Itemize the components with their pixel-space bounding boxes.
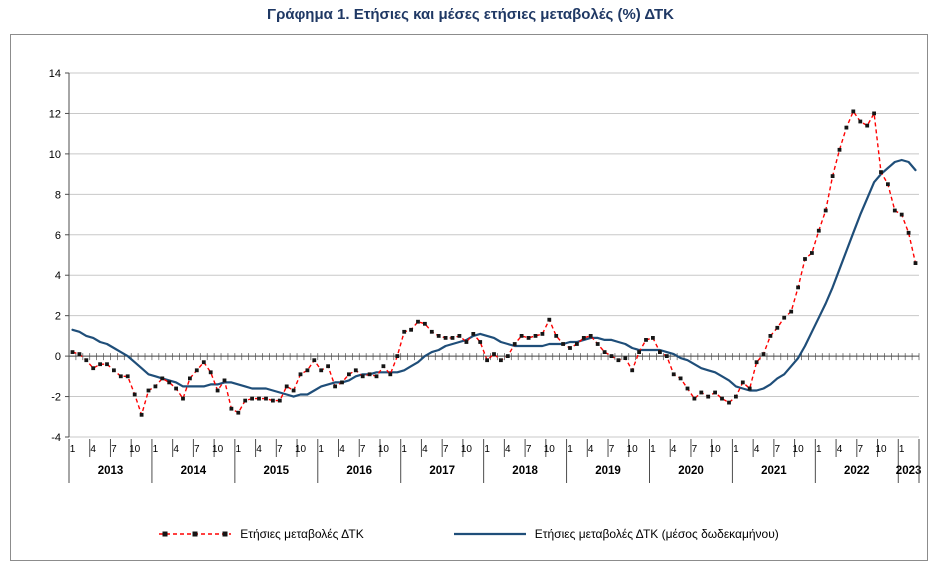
svg-text:1: 1 xyxy=(236,444,242,455)
svg-text:14: 14 xyxy=(49,68,61,80)
svg-text:4: 4 xyxy=(671,444,677,455)
annual-series-line-icon xyxy=(159,531,232,537)
svg-text:10: 10 xyxy=(710,444,722,455)
svg-text:4: 4 xyxy=(256,444,262,455)
svg-text:2022: 2022 xyxy=(844,465,870,477)
svg-text:-2: -2 xyxy=(51,392,61,404)
svg-text:4: 4 xyxy=(505,444,511,455)
svg-text:1: 1 xyxy=(816,444,822,455)
svg-text:10: 10 xyxy=(129,444,141,455)
svg-text:7: 7 xyxy=(692,444,698,455)
svg-text:4: 4 xyxy=(754,444,760,455)
chart-title: Γράφημα 1. Ετήσιες και μέσες ετήσιες μετ… xyxy=(267,6,674,23)
legend-annual-label: Ετήσιες μεταβολές ΔΤΚ xyxy=(240,527,364,541)
svg-text:4: 4 xyxy=(55,270,61,282)
svg-text:2015: 2015 xyxy=(264,465,290,477)
average-series xyxy=(71,158,917,398)
svg-text:12: 12 xyxy=(49,108,61,120)
svg-text:7: 7 xyxy=(775,444,781,455)
svg-text:2023: 2023 xyxy=(896,465,922,477)
legend-item-average: Ετήσιες μεταβολές ΔΤΚ (μέσος δωδεκαμήνου… xyxy=(453,527,779,541)
svg-text:4: 4 xyxy=(422,444,428,455)
svg-text:10: 10 xyxy=(378,444,390,455)
annual-series xyxy=(70,109,918,417)
legend-average-label: Ετήσιες μεταβολές ΔΤΚ (μέσος δωδεκαμήνου… xyxy=(534,527,779,541)
svg-text:8: 8 xyxy=(55,189,61,201)
svg-text:10: 10 xyxy=(49,149,61,161)
svg-text:7: 7 xyxy=(858,444,864,455)
svg-text:7: 7 xyxy=(111,444,117,455)
svg-text:4: 4 xyxy=(588,444,594,455)
svg-text:4: 4 xyxy=(173,444,179,455)
svg-text:7: 7 xyxy=(194,444,200,455)
svg-text:1: 1 xyxy=(401,444,407,455)
svg-text:10: 10 xyxy=(212,444,224,455)
svg-text:2020: 2020 xyxy=(678,465,704,477)
svg-text:1: 1 xyxy=(733,444,739,455)
svg-text:2021: 2021 xyxy=(761,465,787,477)
svg-text:2018: 2018 xyxy=(512,465,538,477)
svg-text:1: 1 xyxy=(650,444,656,455)
svg-text:7: 7 xyxy=(277,444,283,455)
svg-text:6: 6 xyxy=(55,230,61,242)
svg-text:1: 1 xyxy=(484,444,490,455)
svg-text:2017: 2017 xyxy=(429,465,455,477)
svg-text:1: 1 xyxy=(70,444,76,455)
svg-text:10: 10 xyxy=(627,444,639,455)
svg-text:7: 7 xyxy=(609,444,615,455)
svg-text:7: 7 xyxy=(443,444,449,455)
legend: Ετήσιες μεταβολές ΔΤΚ Ετήσιες μεταβολές … xyxy=(11,527,927,541)
svg-text:10: 10 xyxy=(793,444,805,455)
svg-text:2016: 2016 xyxy=(346,465,372,477)
chart-box: -4 -2 0 2 4 6 8 10 12 14 1 4 7 10 2013 1 4 7 10 2014 1 4 7 10 20… xyxy=(10,34,928,561)
svg-text:2: 2 xyxy=(55,311,61,323)
svg-text:1: 1 xyxy=(899,444,905,455)
svg-text:0: 0 xyxy=(55,351,61,363)
svg-text:4: 4 xyxy=(90,444,96,455)
svg-text:1: 1 xyxy=(153,444,159,455)
svg-text:10: 10 xyxy=(295,444,307,455)
svg-text:7: 7 xyxy=(526,444,532,455)
svg-text:1: 1 xyxy=(318,444,324,455)
svg-text:1: 1 xyxy=(567,444,573,455)
svg-text:10: 10 xyxy=(544,444,556,455)
svg-text:10: 10 xyxy=(461,444,473,455)
svg-text:10: 10 xyxy=(875,444,887,455)
svg-text:2019: 2019 xyxy=(595,465,621,477)
svg-text:2013: 2013 xyxy=(98,465,124,477)
svg-text:4: 4 xyxy=(339,444,345,455)
legend-item-annual: Ετήσιες μεταβολές ΔΤΚ xyxy=(159,527,364,541)
svg-text:-4: -4 xyxy=(51,432,61,444)
svg-text:4: 4 xyxy=(837,444,843,455)
average-series-line-icon xyxy=(453,532,526,536)
svg-text:2014: 2014 xyxy=(181,465,207,477)
svg-text:7: 7 xyxy=(360,444,366,455)
